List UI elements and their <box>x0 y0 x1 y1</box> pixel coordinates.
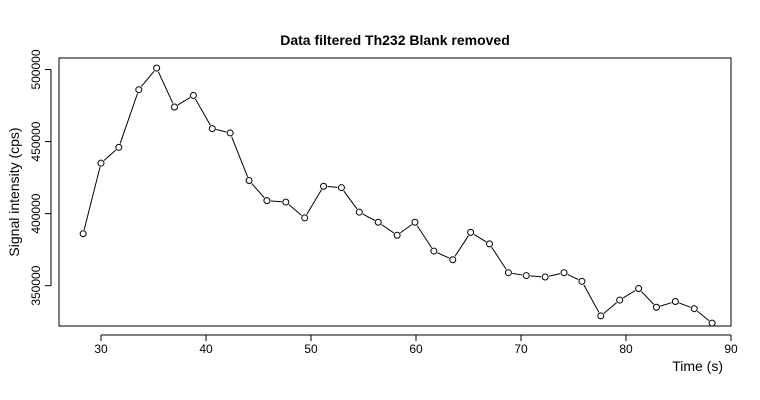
series-segment <box>678 302 691 308</box>
data-point <box>560 269 568 277</box>
series-segment <box>343 190 358 210</box>
data-point <box>467 228 475 236</box>
series-segment <box>660 302 672 307</box>
series-segment <box>622 290 636 299</box>
series-segment <box>512 272 523 276</box>
data-point <box>245 176 253 184</box>
data-point <box>282 198 290 206</box>
data-point <box>541 273 549 281</box>
data-point <box>652 303 660 311</box>
x-tick-label: 90 <box>724 342 738 356</box>
series-segment <box>416 225 433 249</box>
series-segment <box>400 224 413 234</box>
data-point <box>355 208 363 216</box>
series-segment <box>288 204 302 216</box>
data-point <box>374 218 382 226</box>
x-tick-label: 40 <box>199 342 213 356</box>
series-segment <box>194 98 211 126</box>
series-segment <box>177 97 191 106</box>
data-point <box>171 103 178 111</box>
data-point <box>393 231 401 239</box>
data-point <box>690 305 698 313</box>
y-axis: 350000 400000 450000 500000 <box>29 49 52 306</box>
y-tick-label: 400000 <box>29 193 43 233</box>
data-point <box>337 184 345 192</box>
data-point <box>597 312 605 320</box>
data-point <box>301 214 309 222</box>
series-segment <box>103 149 117 161</box>
series-segment <box>473 233 487 243</box>
data-point <box>449 256 457 264</box>
series-segment <box>251 183 265 198</box>
series-segment <box>157 71 174 104</box>
x-tick-label: 70 <box>514 342 528 356</box>
series-segment <box>603 302 617 314</box>
data-point <box>708 319 716 327</box>
series-segment <box>327 186 338 188</box>
data-point <box>486 240 493 248</box>
y-tick-label: 450000 <box>29 121 43 161</box>
series-segment <box>270 200 282 203</box>
data-point <box>135 86 143 94</box>
x-axis-label: Time (s) <box>672 358 723 374</box>
data-series <box>79 64 716 327</box>
series-segment <box>697 310 710 321</box>
series-segment <box>216 129 227 133</box>
series-segment <box>548 273 561 277</box>
series-segment <box>231 136 249 177</box>
series-segment <box>640 291 655 305</box>
x-tick-label: 30 <box>94 342 108 356</box>
series-segment <box>83 166 101 231</box>
data-point <box>671 298 679 306</box>
data-point <box>263 197 271 205</box>
series-segment <box>583 284 600 313</box>
series-segment <box>530 275 542 278</box>
x-tick-label: 80 <box>619 342 633 356</box>
data-point <box>189 91 197 99</box>
data-point <box>115 143 123 151</box>
x-tick-label: 50 <box>304 342 318 356</box>
data-point <box>226 129 234 137</box>
data-point <box>208 125 216 133</box>
data-point <box>578 277 586 285</box>
y-tick-label: 500000 <box>29 49 43 89</box>
plot-frame <box>58 57 732 327</box>
data-point <box>320 182 328 190</box>
series-segment <box>567 273 579 281</box>
series-segment <box>362 213 375 221</box>
data-point <box>153 64 161 72</box>
x-tick-label: 60 <box>409 342 423 356</box>
series-segment <box>140 70 155 87</box>
series-segment <box>381 224 395 234</box>
series-segment <box>491 246 507 270</box>
series-segment <box>437 252 450 259</box>
data-point <box>635 285 643 293</box>
data-point <box>430 247 438 255</box>
data-point <box>79 230 87 238</box>
data-point <box>504 269 512 277</box>
series-segment <box>119 93 138 144</box>
data-point <box>97 159 105 167</box>
y-axis-label: Signal intensity (cps) <box>6 127 22 256</box>
series-segment <box>306 189 322 215</box>
x-axis: 30 40 50 60 70 80 90 <box>94 334 738 356</box>
y-tick-label: 350000 <box>29 265 43 305</box>
data-point <box>411 218 419 226</box>
series-segment <box>454 235 469 257</box>
data-point <box>616 296 624 304</box>
chart-title: Data filtered Th232 Blank removed <box>280 32 510 48</box>
data-point <box>522 272 530 280</box>
